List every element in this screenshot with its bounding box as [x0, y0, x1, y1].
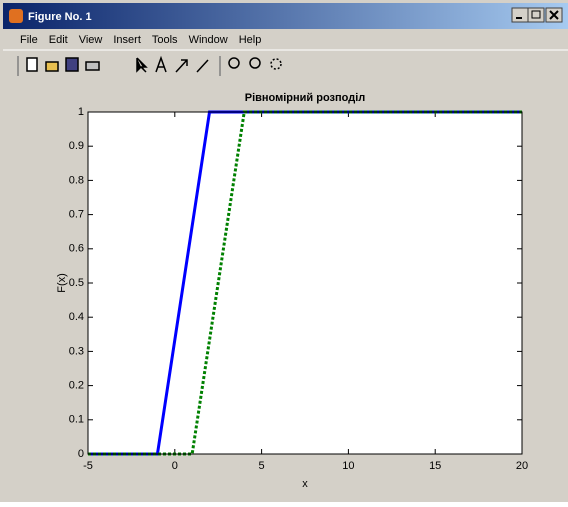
x-tick-label: 5	[259, 460, 265, 472]
chart-title: Рівномірний розподіл	[245, 92, 366, 104]
y-axis-label: F(x)	[56, 273, 68, 293]
x-axis-label: x	[302, 478, 308, 490]
y-tick-label: 0	[78, 448, 84, 460]
x-tick-label: 15	[429, 460, 441, 472]
menu-item[interactable]: File	[20, 34, 38, 46]
y-tick-label: 0.1	[69, 414, 84, 426]
window-title: Figure No. 1	[28, 11, 92, 23]
app-icon	[9, 9, 23, 23]
plot-area	[88, 112, 522, 454]
y-tick-label: 1	[78, 106, 84, 118]
print-icon[interactable]	[86, 62, 99, 70]
menu-item[interactable]: Tools	[152, 34, 178, 46]
y-tick-label: 0.8	[69, 174, 84, 186]
menu-item[interactable]: Help	[239, 34, 262, 46]
x-tick-label: 20	[516, 460, 528, 472]
y-tick-label: 0.6	[69, 243, 84, 255]
window-buttons[interactable]	[512, 8, 562, 22]
menu-item[interactable]: Edit	[49, 34, 68, 46]
maximize-button[interactable]	[528, 8, 544, 22]
y-tick-label: 0.5	[69, 277, 84, 289]
y-tick-label: 0.2	[69, 380, 84, 392]
x-tick-label: -5	[83, 460, 93, 472]
minimize-button[interactable]	[512, 8, 528, 22]
menu-item[interactable]: Insert	[113, 34, 141, 46]
y-tick-label: 0.7	[69, 209, 84, 221]
save-icon[interactable]	[66, 58, 78, 71]
y-tick-label: 0.9	[69, 140, 84, 152]
new-icon[interactable]	[27, 58, 37, 71]
figure-window: Figure No. 1 File Edit View Insert Tools Wind…	[0, 0, 568, 502]
y-tick-label: 0.4	[69, 311, 84, 323]
x-tick-label: 0	[172, 460, 178, 472]
x-tick-label: 10	[342, 460, 354, 472]
y-tick-label: 0.3	[69, 345, 84, 357]
menu-bar: File Edit View Insert Tools Window Help	[20, 34, 261, 46]
open-icon[interactable]	[46, 62, 58, 71]
menu-item[interactable]: View	[79, 34, 103, 46]
menu-item[interactable]: Window	[189, 34, 228, 46]
